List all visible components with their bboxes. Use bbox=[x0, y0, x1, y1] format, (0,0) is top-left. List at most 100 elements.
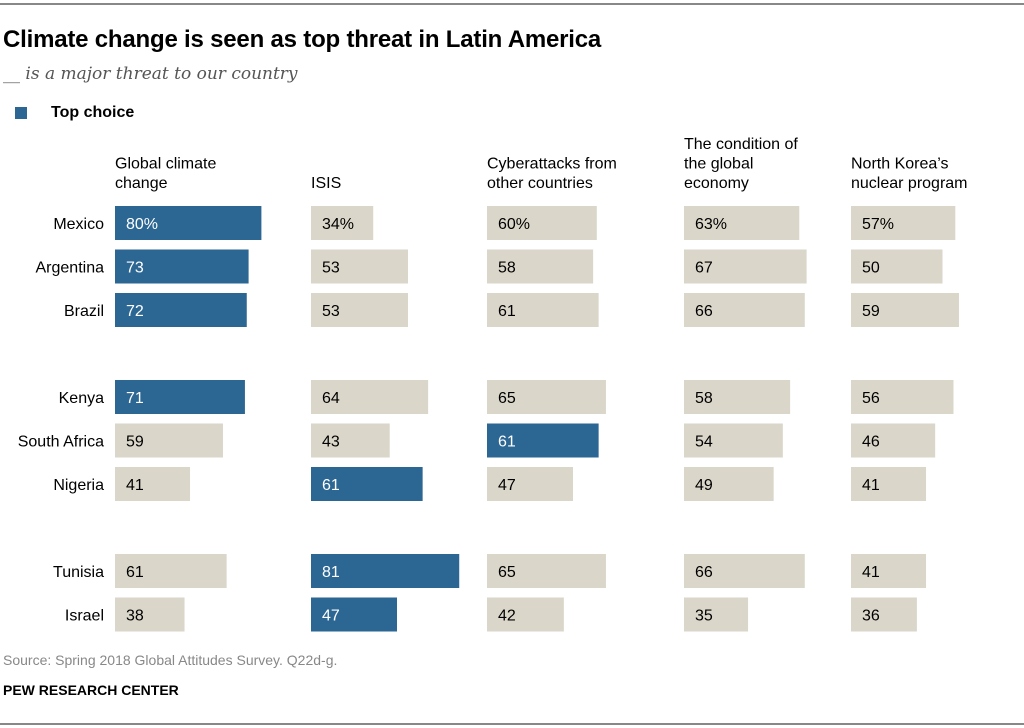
data-label: 34% bbox=[322, 216, 354, 233]
bar bbox=[487, 597, 564, 632]
data-label: 72 bbox=[126, 303, 144, 320]
bar bbox=[851, 380, 954, 414]
bar bbox=[487, 206, 597, 240]
data-label: 81 bbox=[322, 564, 340, 581]
data-label: 64 bbox=[322, 390, 340, 407]
bar bbox=[851, 467, 927, 501]
bar bbox=[115, 206, 262, 240]
bar bbox=[851, 206, 956, 240]
data-label: 50 bbox=[862, 260, 880, 277]
data-label: 42 bbox=[498, 608, 516, 625]
bottom-rule bbox=[0, 723, 1024, 725]
legend-label-top-choice: Top choice bbox=[51, 104, 135, 121]
bar bbox=[684, 249, 807, 284]
data-label: 41 bbox=[862, 477, 880, 494]
legend: Top choice bbox=[15, 104, 134, 122]
data-label: 61 bbox=[498, 303, 516, 320]
bar bbox=[311, 249, 408, 284]
bar bbox=[311, 206, 374, 240]
column-header: other countries bbox=[487, 175, 593, 192]
data-label: 60% bbox=[498, 216, 530, 233]
data-label: 41 bbox=[126, 477, 144, 494]
row-label: Argentina bbox=[36, 260, 105, 277]
data-label: 71 bbox=[126, 390, 144, 407]
row-label: Nigeria bbox=[53, 477, 104, 494]
bar bbox=[311, 554, 460, 588]
chart-subtitle: __ is a major threat to our country bbox=[3, 64, 298, 84]
data-label: 61 bbox=[126, 564, 144, 581]
bar bbox=[851, 597, 917, 632]
column-header: The condition of bbox=[684, 136, 798, 153]
data-label: 36 bbox=[862, 608, 880, 625]
bar bbox=[115, 467, 191, 501]
bar bbox=[684, 293, 805, 327]
bar bbox=[311, 467, 423, 501]
data-label: 53 bbox=[322, 303, 340, 320]
legend-swatch-top-choice bbox=[15, 107, 27, 119]
data-label: 59 bbox=[862, 303, 880, 320]
bar bbox=[851, 423, 936, 458]
bar bbox=[684, 423, 783, 458]
bar bbox=[684, 380, 791, 414]
bar bbox=[115, 597, 185, 632]
column-header: nuclear program bbox=[851, 175, 968, 192]
bar bbox=[115, 293, 247, 327]
bar bbox=[851, 293, 959, 327]
bar bbox=[487, 380, 606, 414]
bar bbox=[487, 423, 599, 458]
data-label: 58 bbox=[498, 260, 516, 277]
row-label: Tunisia bbox=[53, 564, 104, 581]
row-label: Brazil bbox=[64, 303, 104, 320]
bar bbox=[311, 597, 398, 632]
data-label: 66 bbox=[695, 303, 713, 320]
bar bbox=[115, 554, 227, 588]
data-label: 73 bbox=[126, 260, 144, 277]
data-label: 41 bbox=[862, 564, 880, 581]
data-label: 61 bbox=[322, 477, 340, 494]
data-label: 46 bbox=[862, 434, 880, 451]
column-header: Global climate bbox=[115, 156, 216, 173]
chart-title: Climate change is seen as top threat in … bbox=[3, 26, 602, 53]
bar bbox=[684, 206, 800, 240]
column-header: ISIS bbox=[311, 175, 341, 192]
column-header: economy bbox=[684, 175, 749, 192]
data-label: 67 bbox=[695, 260, 713, 277]
data-label: 80% bbox=[126, 216, 158, 233]
data-label: 65 bbox=[498, 390, 516, 407]
bar bbox=[115, 380, 245, 414]
bar bbox=[851, 249, 943, 284]
bar bbox=[487, 249, 594, 284]
brand-label: PEW RESEARCH CENTER bbox=[3, 682, 179, 698]
top-rule bbox=[0, 3, 1024, 5]
data-label: 65 bbox=[498, 564, 516, 581]
data-label: 57% bbox=[862, 216, 894, 233]
bar bbox=[684, 467, 774, 501]
data-label: 58 bbox=[695, 390, 713, 407]
row-label: Kenya bbox=[59, 390, 104, 407]
data-label: 47 bbox=[322, 608, 340, 625]
row-label: South Africa bbox=[18, 434, 104, 451]
source-note: Source: Spring 2018 Global Attitudes Sur… bbox=[3, 652, 338, 668]
row-label: Israel bbox=[65, 608, 104, 625]
column-header: change bbox=[115, 175, 168, 192]
data-label: 38 bbox=[126, 608, 144, 625]
bar bbox=[487, 467, 574, 501]
bar bbox=[311, 293, 408, 327]
column-header: Cyberattacks from bbox=[487, 156, 617, 173]
column-header: the global bbox=[684, 156, 753, 173]
data-label: 54 bbox=[695, 434, 713, 451]
bar bbox=[684, 554, 805, 588]
data-label: 61 bbox=[498, 434, 516, 451]
data-label: 49 bbox=[695, 477, 713, 494]
data-label: 35 bbox=[695, 608, 713, 625]
data-label: 43 bbox=[322, 434, 340, 451]
row-label: Mexico bbox=[53, 216, 104, 233]
bar bbox=[311, 423, 390, 458]
bar bbox=[115, 423, 223, 458]
data-label: 53 bbox=[322, 260, 340, 277]
data-label: 66 bbox=[695, 564, 713, 581]
data-label: 47 bbox=[498, 477, 516, 494]
bar bbox=[487, 293, 599, 327]
bar bbox=[851, 554, 927, 588]
